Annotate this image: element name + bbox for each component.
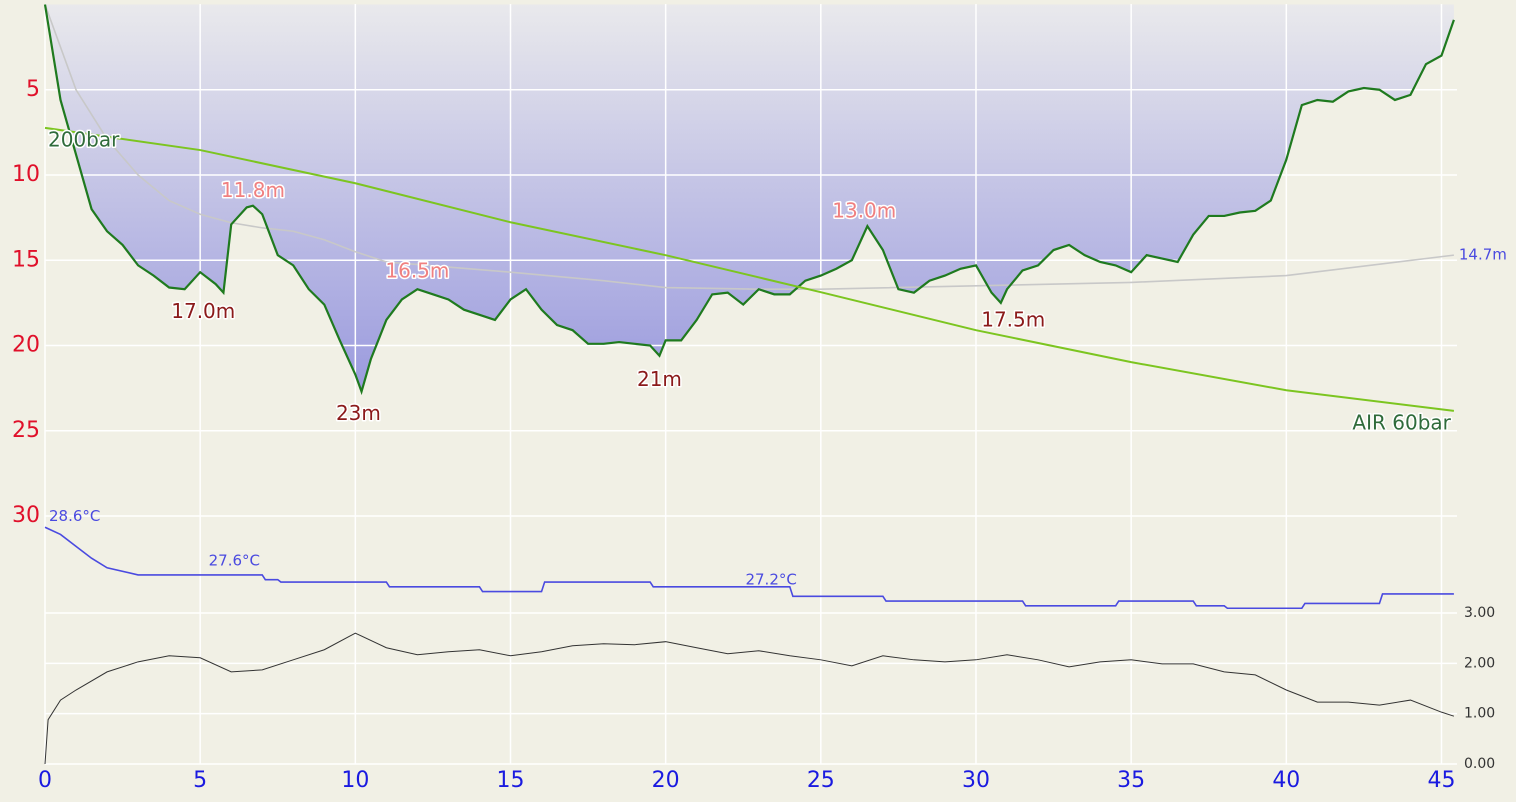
annotation: 27.6°C <box>209 551 260 569</box>
y2-tick-label: 1.00 <box>1464 706 1495 722</box>
annotation: 28.6°C <box>49 507 100 525</box>
x-tick-label: 0 <box>38 768 52 793</box>
x-tick-label: 25 <box>807 768 835 793</box>
series-line <box>44 632 1455 765</box>
y-tick-label: 15 <box>12 247 40 272</box>
series-line <box>44 126 1455 412</box>
annotation: 17.0m <box>171 299 235 323</box>
y2-tick-label: 0.00 <box>1464 756 1495 772</box>
x-tick-label: 40 <box>1272 768 1300 793</box>
annotation: 11.8m <box>221 178 285 202</box>
annotation: 13.0m <box>832 199 896 223</box>
depth-line <box>43 4 1455 396</box>
annotation: 23m <box>336 401 381 425</box>
y-tick-label: 10 <box>12 162 40 187</box>
y-tick-label: 30 <box>12 503 40 528</box>
x-tick-label: 35 <box>1117 768 1145 793</box>
annotation: 200bar <box>48 127 120 151</box>
x-tick-label: 45 <box>1427 768 1455 793</box>
annotation: 27.2°C <box>745 570 796 588</box>
x-tick-label: 5 <box>193 768 207 793</box>
annotation: 17.5m <box>981 307 1045 331</box>
x-tick-label: 15 <box>496 768 524 793</box>
x-tick-label: 30 <box>962 768 990 793</box>
y2-tick-label: 2.00 <box>1464 655 1495 671</box>
y-tick-label: 25 <box>12 418 40 443</box>
series-line <box>44 526 1454 610</box>
annotation: 14.7m <box>1459 246 1507 264</box>
x-tick-label: 10 <box>341 768 369 793</box>
depth-area <box>45 4 1454 392</box>
y-tick-label: 20 <box>12 333 40 358</box>
y-tick-label: 5 <box>26 77 40 102</box>
y2-tick-label: 3.00 <box>1464 605 1495 621</box>
annotation: AIR 60bar <box>1352 410 1451 434</box>
x-tick-label: 20 <box>652 768 680 793</box>
annotation: 16.5m <box>385 258 449 282</box>
annotation: 21m <box>637 367 682 391</box>
